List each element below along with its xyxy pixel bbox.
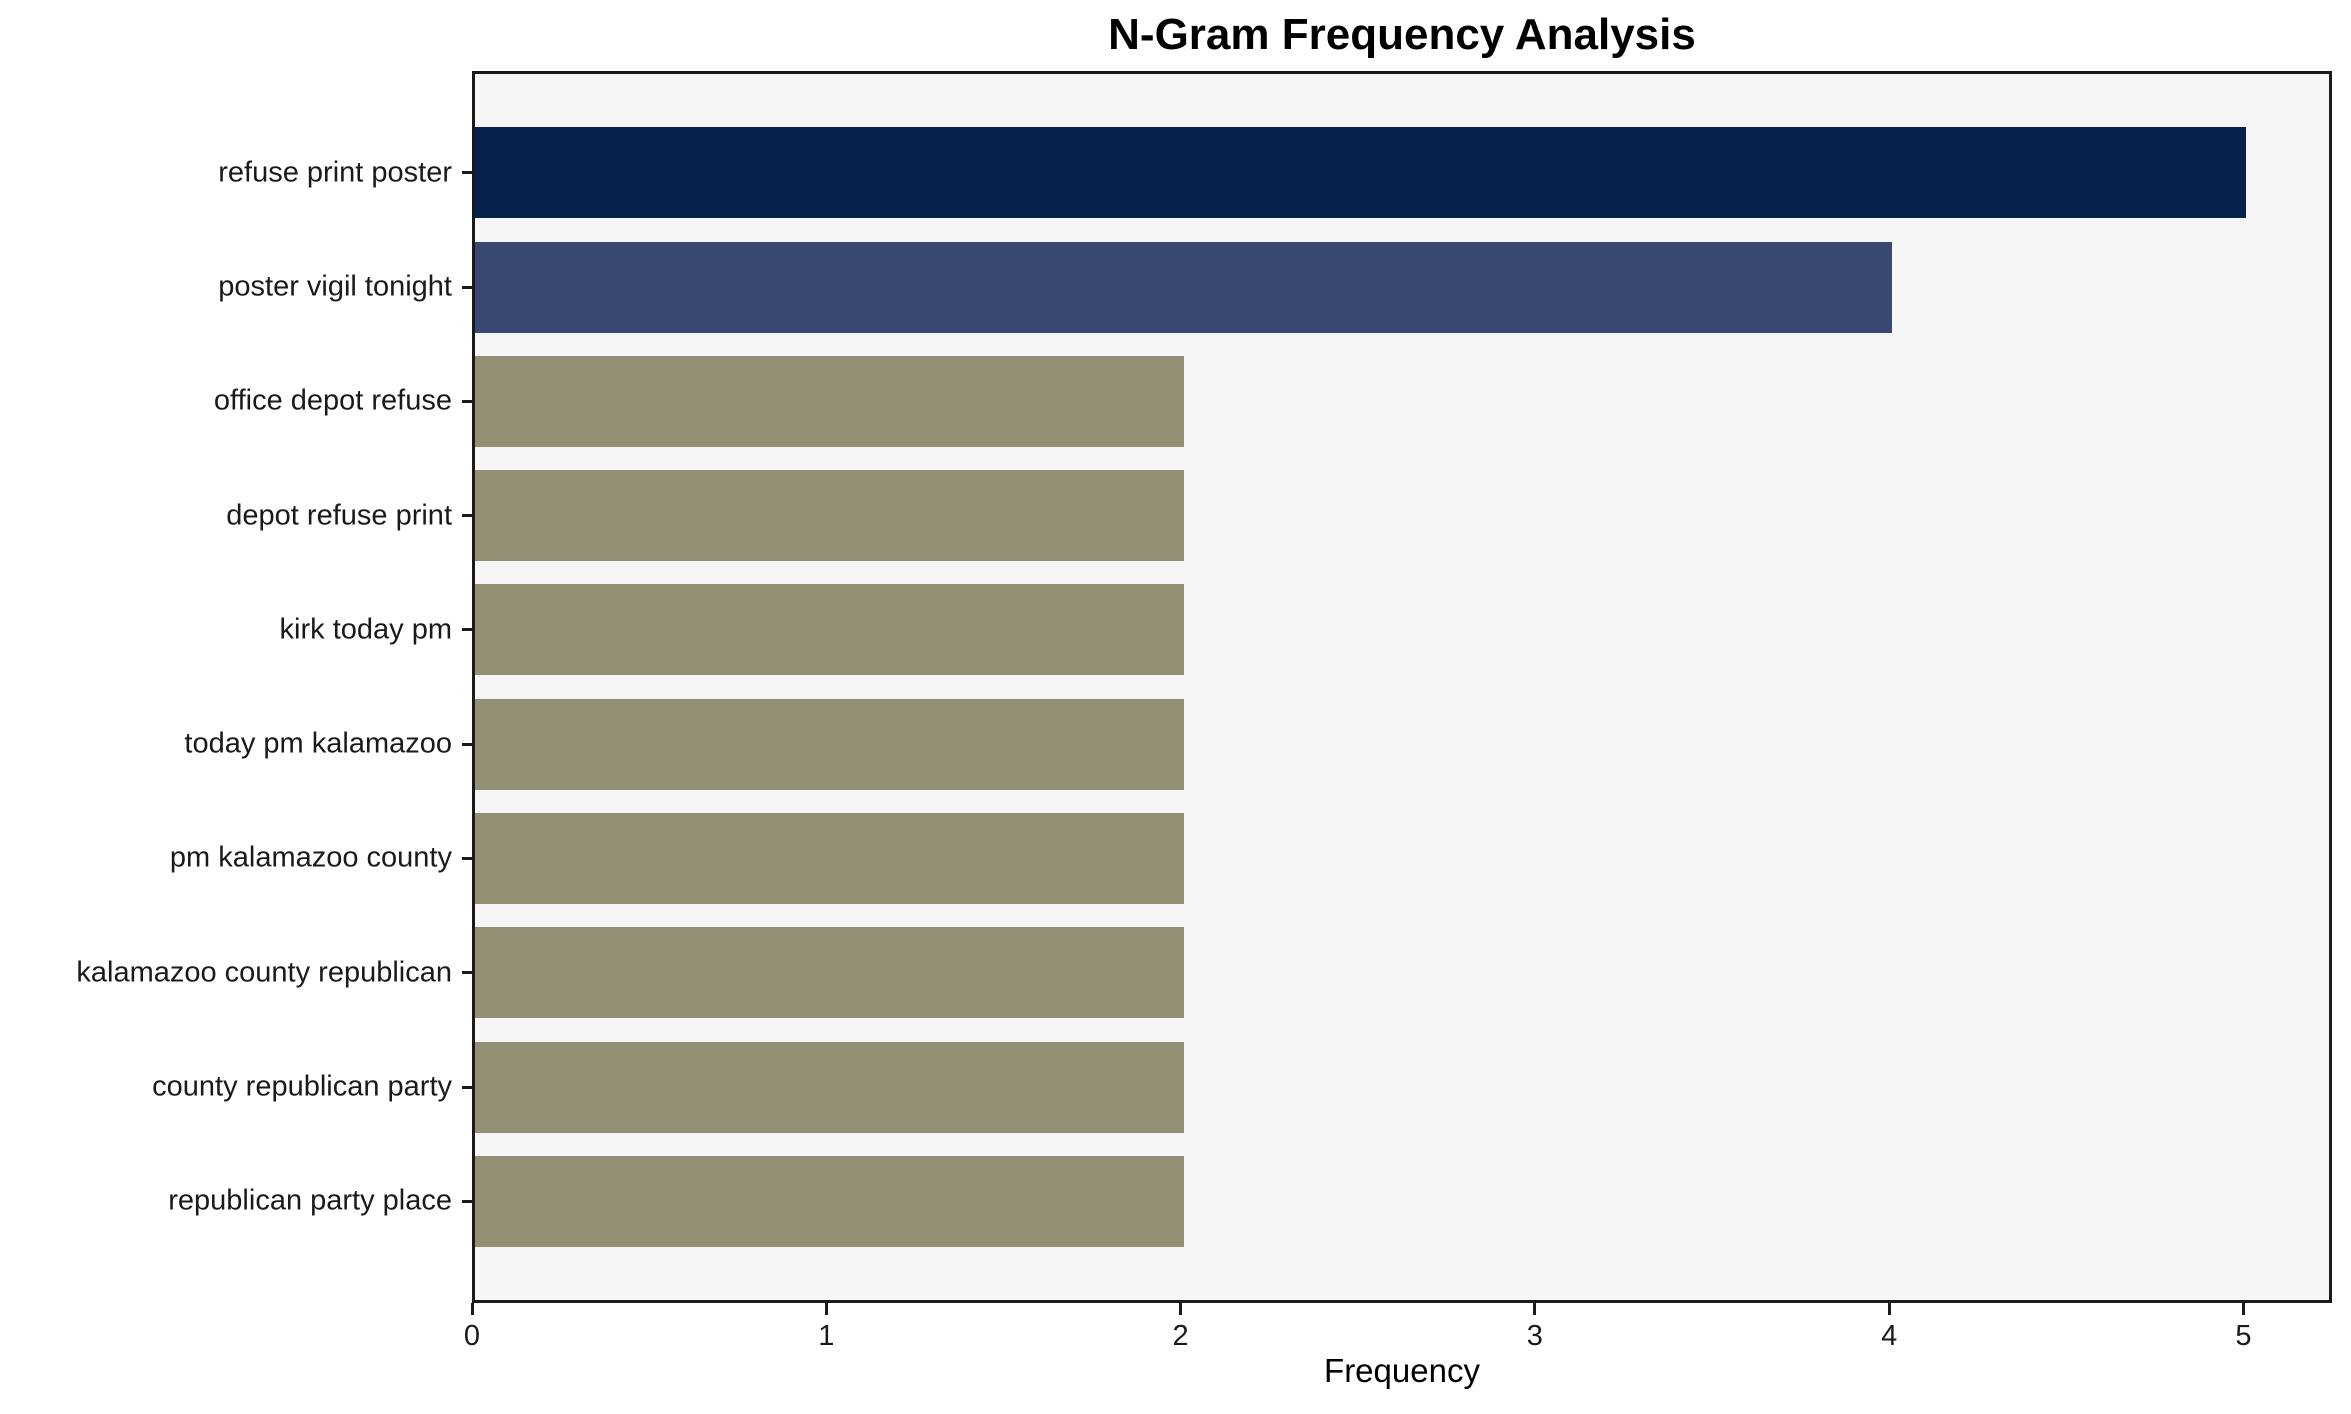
y-tick-label: poster vigil tonight — [218, 270, 452, 303]
y-tick-label: pm kalamazoo county — [169, 841, 452, 874]
y-tick-mark — [462, 285, 472, 289]
x-tick-mark — [824, 1303, 828, 1315]
y-tick-mark — [462, 628, 472, 632]
y-tick-mark — [462, 856, 472, 860]
bar — [475, 584, 1184, 676]
y-tick-label: kalamazoo county republican — [76, 956, 452, 989]
bar — [475, 1041, 1184, 1133]
y-tick-mark — [462, 514, 472, 518]
bar — [475, 927, 1184, 1019]
x-tick-label: 0 — [463, 1320, 481, 1352]
x-axis-title: Frequency — [1324, 1352, 1480, 1389]
y-tick-mark — [462, 399, 472, 403]
x-tick-mark — [1887, 1303, 1891, 1315]
x-tick-mark — [1179, 1303, 1183, 1315]
y-tick-label: refuse print poster — [218, 156, 452, 189]
y-tick-label: county republican party — [152, 1070, 452, 1103]
x-tick-label: 3 — [1526, 1320, 1543, 1352]
chart-title: N-Gram Frequency Analysis — [1108, 10, 1696, 59]
bar — [475, 698, 1184, 790]
y-tick-mark — [462, 742, 472, 746]
y-tick-label: depot refuse print — [226, 499, 452, 532]
y-tick-label: office depot refuse — [213, 384, 452, 417]
plot-area — [472, 71, 2332, 1303]
y-tick-label: kirk today pm — [279, 613, 452, 646]
x-tick-mark — [470, 1303, 474, 1315]
y-tick-mark — [462, 1085, 472, 1089]
x-tick-label: 1 — [818, 1320, 835, 1352]
bar — [475, 355, 1184, 447]
y-tick-label: republican party place — [168, 1184, 452, 1217]
x-tick-label: 5 — [2235, 1320, 2252, 1352]
bar — [475, 241, 1892, 333]
x-tick-mark — [1533, 1303, 1537, 1315]
y-tick-mark — [462, 1199, 472, 1203]
bar — [475, 1155, 1184, 1247]
bar — [475, 127, 2246, 219]
y-tick-mark — [462, 171, 472, 175]
x-tick-label: 4 — [1881, 1320, 1898, 1352]
bar — [475, 470, 1184, 562]
x-tick-label: 2 — [1172, 1320, 1189, 1352]
y-tick-mark — [462, 971, 472, 975]
y-tick-label: today pm kalamazoo — [184, 727, 452, 760]
x-tick-mark — [2241, 1303, 2245, 1315]
bar — [475, 812, 1184, 904]
